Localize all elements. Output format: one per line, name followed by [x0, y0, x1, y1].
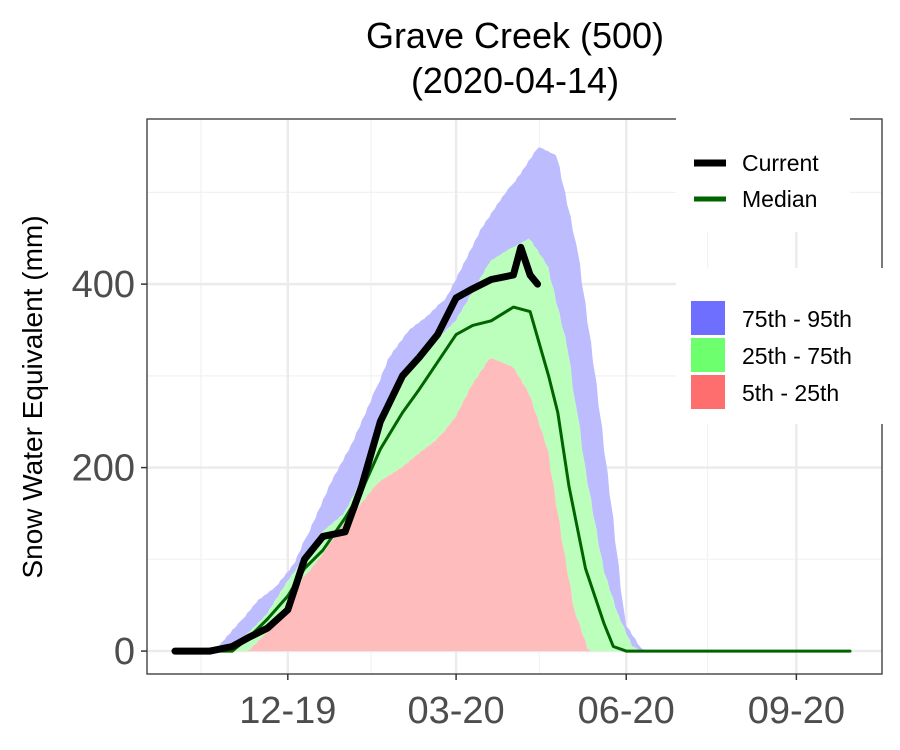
legend-lines: Current Median	[676, 118, 850, 232]
x-axis-ticks: 12-19 03-20 06-20 09-20	[239, 674, 845, 732]
y-tick-label: 0	[114, 631, 135, 673]
chart-title: Grave Creek (500)	[366, 15, 664, 56]
x-tick-label: 06-20	[578, 690, 675, 732]
legend-label-band: 75th - 95th	[742, 306, 852, 332]
x-tick-label: 09-20	[748, 690, 845, 732]
x-tick-label: 03-20	[407, 690, 504, 732]
series-lines	[171, 243, 852, 655]
x-tick-label: 12-19	[239, 690, 336, 732]
band-25-75	[175, 238, 850, 652]
legend-swatch-band	[691, 301, 725, 335]
chart-subtitle: (2020-04-14)	[411, 60, 619, 101]
legend-bands: 75th - 95th 25th - 75th 5th - 25th	[676, 268, 886, 424]
legend-label-band: 25th - 75th	[742, 343, 852, 369]
y-tick-label: 200	[72, 448, 135, 490]
legend-lines-box	[676, 118, 850, 232]
current-line	[171, 243, 541, 655]
legend-swatch-band	[691, 338, 725, 372]
legend-label-median: Median	[742, 186, 817, 212]
y-axis-ticks: 0 200 400	[72, 264, 147, 673]
y-axis-label: Snow Water Equivalent (mm)	[17, 215, 48, 578]
y-tick-label: 400	[72, 264, 135, 306]
band-5-25	[175, 358, 850, 652]
legend-label-band: 5th - 25th	[742, 380, 839, 406]
percentile-bands	[175, 147, 850, 652]
legend-swatch-band	[691, 375, 725, 409]
legend-label-current: Current	[742, 150, 819, 176]
